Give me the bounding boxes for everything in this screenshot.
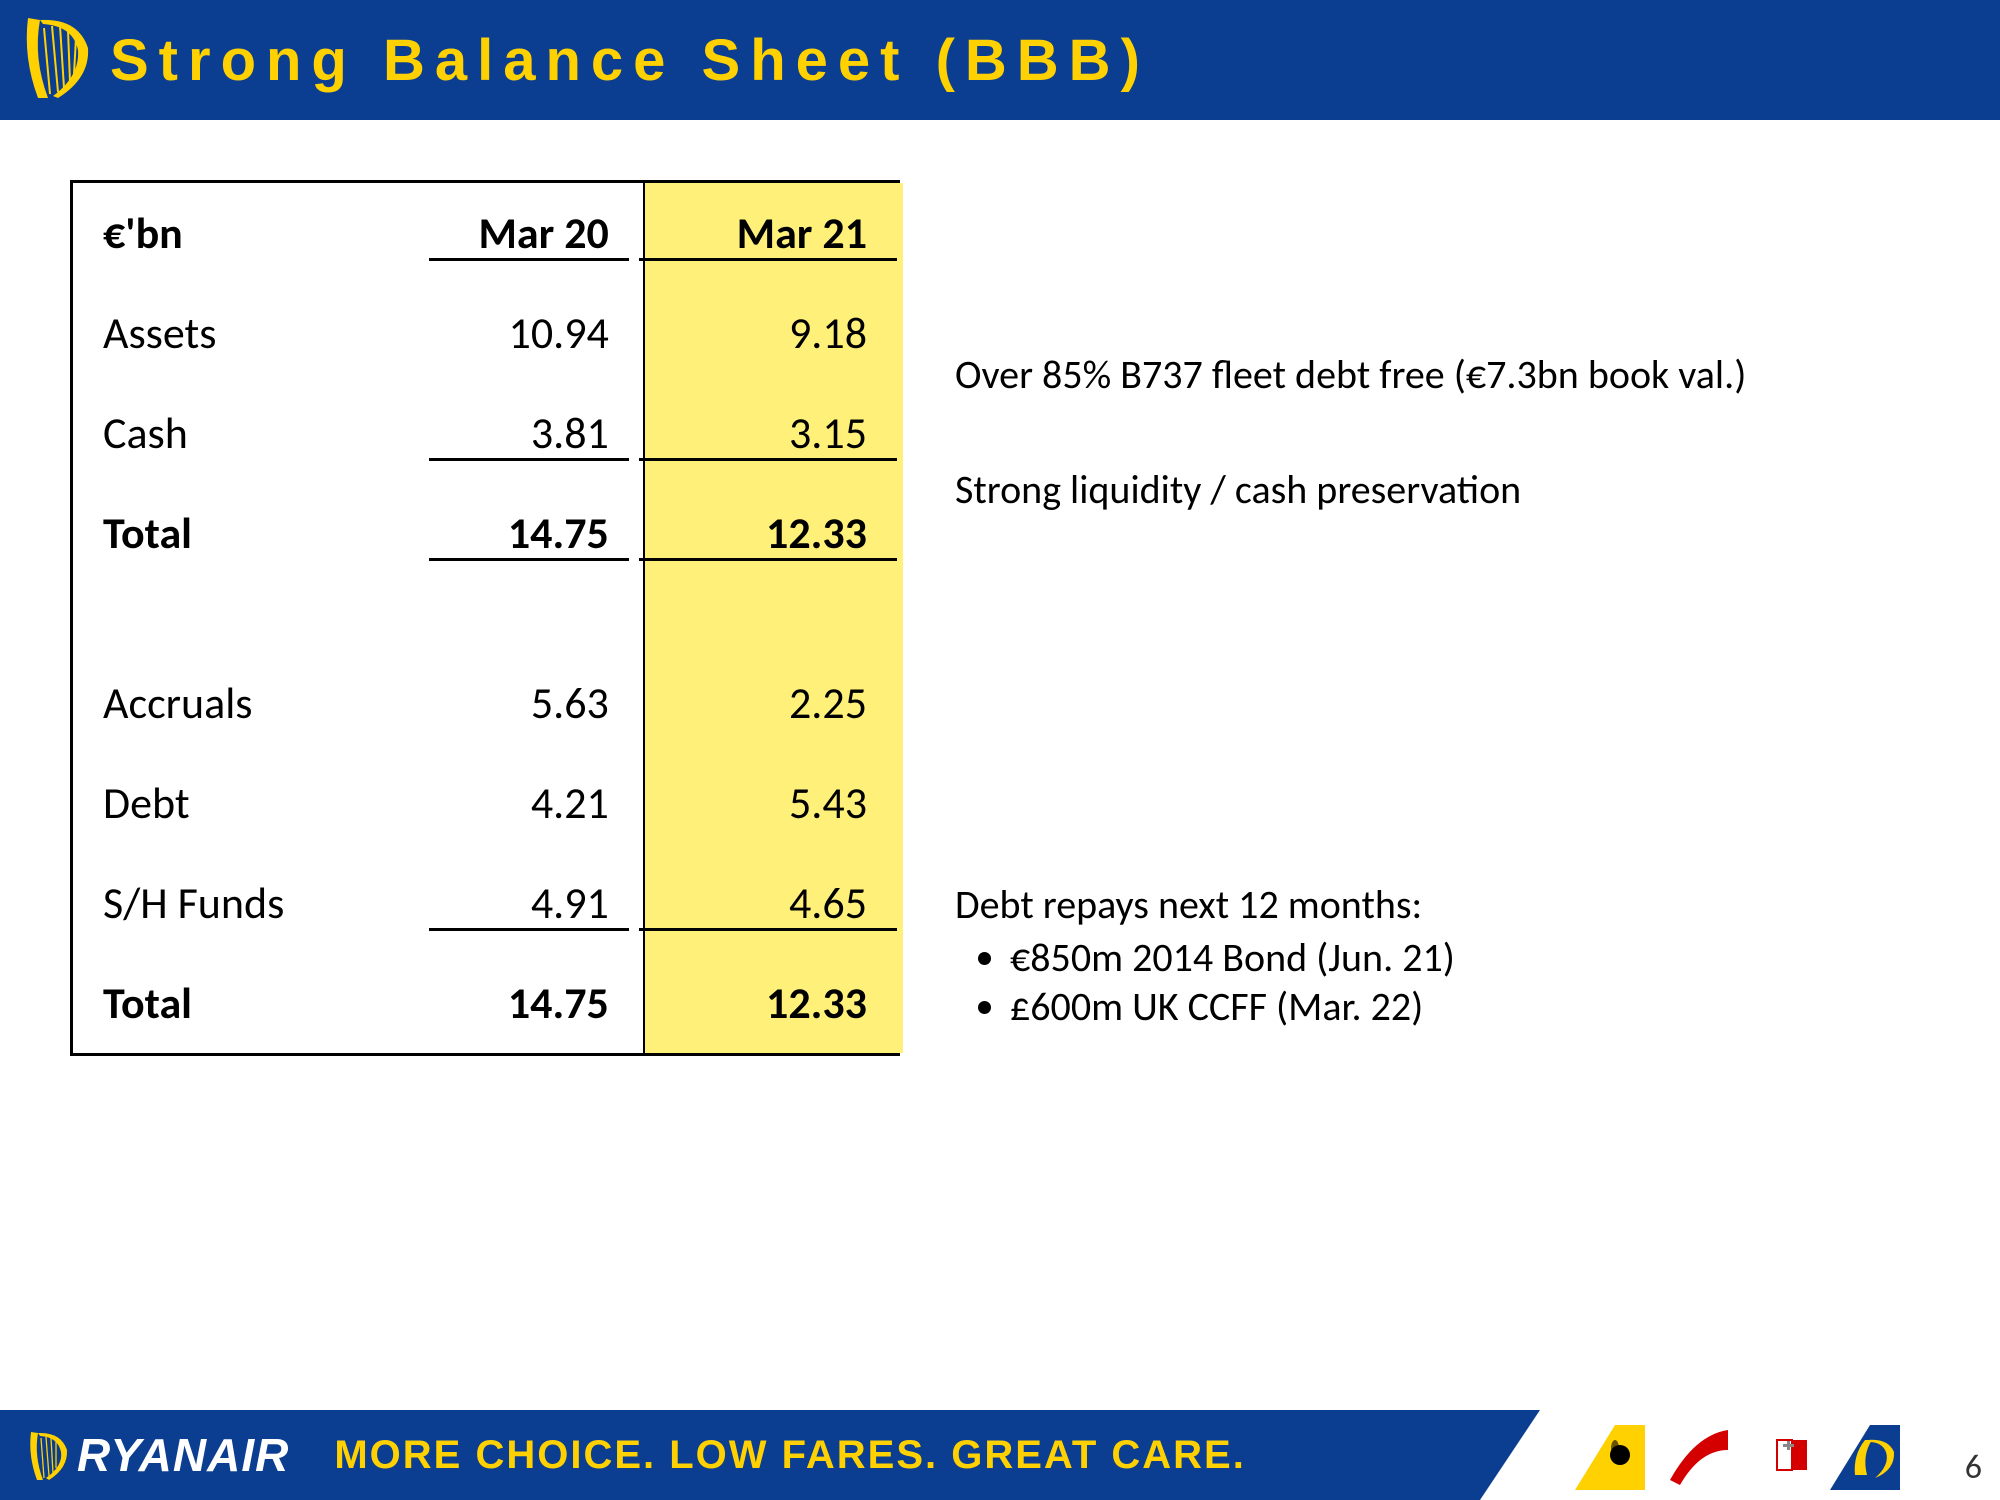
row-val-1: 12.33 xyxy=(639,506,897,560)
table-total-row: Total 14.75 12.33 xyxy=(73,483,897,583)
row-val-0: 10.94 xyxy=(391,306,639,360)
note-debt-item: €850m 2014 Bond (Jun. 21) xyxy=(1010,933,1455,982)
col-header-0: Mar 20 xyxy=(391,206,639,260)
row-val-1: 5.43 xyxy=(639,776,897,830)
buzz-tail-icon xyxy=(1565,1420,1645,1490)
row-val-0: 14.75 xyxy=(391,506,639,560)
table-row: S/H Funds 4.91 4.65 xyxy=(73,853,897,953)
row-val-1: 4.65 xyxy=(639,876,897,930)
row-label: Accruals xyxy=(73,676,391,730)
row-label: S/H Funds xyxy=(73,876,391,930)
slide-title: Strong Balance Sheet (BBB) xyxy=(110,27,1150,94)
row-val-1: 3.15 xyxy=(639,406,897,460)
table-section-gap xyxy=(73,583,897,653)
table-header-row: €'bn Mar 20 Mar 21 xyxy=(73,183,897,283)
lauda-tail-icon xyxy=(1650,1420,1730,1490)
row-val-0: 3.81 xyxy=(391,406,639,460)
unit-label: €'bn xyxy=(73,206,391,260)
footer-bar: RYANAIR MORE CHOICE. LOW FARES. GREAT CA… xyxy=(0,1410,2000,1500)
header-bar: Strong Balance Sheet (BBB) xyxy=(0,0,2000,120)
footer-tagline: MORE CHOICE. LOW FARES. GREAT CARE. xyxy=(334,1433,1246,1478)
row-label: Total xyxy=(73,506,391,560)
footer-brand: RYANAIR xyxy=(77,1428,289,1482)
row-val-0: 14.75 xyxy=(391,976,639,1030)
ryanair-logo: RYANAIR xyxy=(25,1428,289,1483)
slide: Strong Balance Sheet (BBB) €'bn Mar 20 M… xyxy=(0,0,2000,1500)
note-debt-item: £600m UK CCFF (Mar. 22) xyxy=(1010,982,1455,1031)
row-label: Total xyxy=(73,976,391,1030)
row-val-1: 12.33 xyxy=(639,976,897,1030)
row-val-0: 5.63 xyxy=(391,676,639,730)
ryanair-tail-icon xyxy=(1820,1420,1900,1490)
row-val-0: 4.91 xyxy=(391,876,639,930)
note-debt-heading: Debt repays next 12 months: xyxy=(955,880,1455,929)
col-header-1: Mar 21 xyxy=(639,206,897,260)
slide-body: €'bn Mar 20 Mar 21 Assets 10.94 9.18 Cas… xyxy=(0,120,2000,1400)
harp-logo-icon xyxy=(18,8,98,108)
page-number: 6 xyxy=(1965,1447,1982,1488)
table-row: Accruals 5.63 2.25 xyxy=(73,653,897,753)
note-debt-list: €850m 2014 Bond (Jun. 21) £600m UK CCFF … xyxy=(1010,933,1455,1031)
harp-logo-small-icon xyxy=(25,1428,73,1483)
tail-icons xyxy=(1565,1420,1900,1490)
table-total-row: Total 14.75 12.33 xyxy=(73,953,897,1053)
malta-air-tail-icon xyxy=(1735,1420,1815,1490)
row-val-1: 9.18 xyxy=(639,306,897,360)
row-val-1: 2.25 xyxy=(639,676,897,730)
row-val-0: 4.21 xyxy=(391,776,639,830)
table-row: Debt 4.21 5.43 xyxy=(73,753,897,853)
table-row: Cash 3.81 3.15 xyxy=(73,383,897,483)
row-label: Assets xyxy=(73,306,391,360)
note-cash: Strong liquidity / cash preservation xyxy=(955,465,1521,514)
row-label: Cash xyxy=(73,406,391,460)
table-row: Assets 10.94 9.18 xyxy=(73,283,897,383)
balance-sheet-table: €'bn Mar 20 Mar 21 Assets 10.94 9.18 Cas… xyxy=(70,180,900,1056)
note-debt: Debt repays next 12 months: €850m 2014 B… xyxy=(955,880,1455,1031)
note-assets: Over 85% B737 fleet debt free (€7.3bn bo… xyxy=(955,350,1746,399)
row-label: Debt xyxy=(73,776,391,830)
